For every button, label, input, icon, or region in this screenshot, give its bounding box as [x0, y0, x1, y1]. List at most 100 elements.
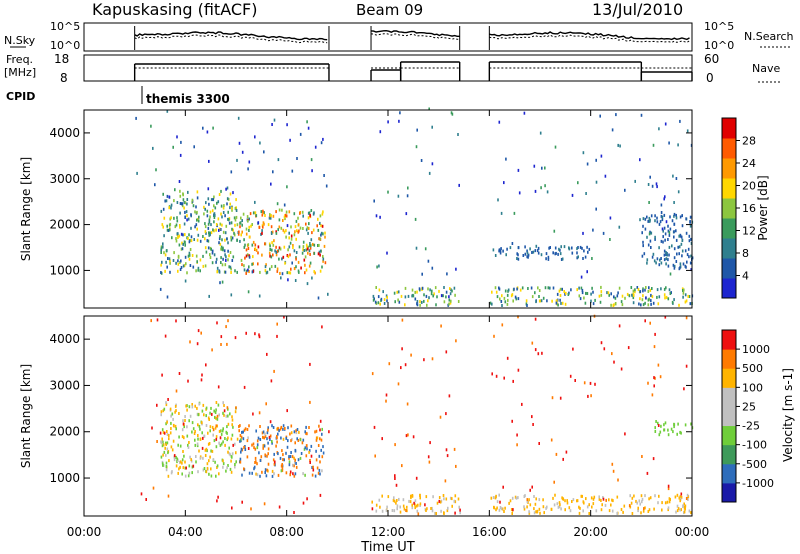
echo-cell — [231, 227, 233, 231]
echo-cell — [264, 468, 267, 472]
echo-cell — [311, 276, 313, 280]
echo-cell — [601, 503, 603, 507]
echo-cell — [448, 394, 451, 398]
echo-cell — [451, 497, 453, 501]
echo-cell — [516, 443, 518, 447]
echo-cell — [539, 511, 541, 515]
echo-cell — [557, 252, 559, 256]
echo-cell — [318, 250, 321, 254]
echo-cell — [234, 442, 236, 446]
echo-cell — [310, 158, 313, 162]
echo-cell — [235, 460, 237, 464]
echo-cell — [204, 230, 207, 234]
echo-cell — [222, 257, 224, 261]
echo-cell — [228, 254, 230, 258]
echo-cell — [216, 414, 219, 418]
echo-cell — [318, 468, 321, 472]
echo-cell — [248, 265, 250, 269]
echo-cell — [503, 296, 506, 300]
echo-cell — [173, 199, 175, 203]
echo-cell — [252, 262, 254, 266]
echo-cell — [177, 236, 179, 239]
echo-cell — [397, 382, 400, 386]
echo-cell — [453, 286, 456, 290]
echo-cell — [655, 261, 657, 265]
echo-cell — [287, 426, 289, 430]
echo-cell — [239, 460, 242, 464]
nsky-trace — [134, 31, 328, 41]
echo-cell — [592, 228, 594, 232]
echo-cell — [286, 185, 288, 189]
echo-cell — [501, 507, 504, 511]
echo-cell — [654, 214, 656, 218]
echo-cell — [197, 219, 200, 223]
echo-cell — [231, 452, 234, 456]
echo-cell — [173, 216, 175, 220]
echo-cell — [310, 209, 313, 212]
echo-cell — [528, 498, 530, 502]
echo-cell — [173, 251, 175, 255]
echo-cell — [179, 460, 181, 464]
echo-cell — [306, 226, 309, 230]
echo-cell — [641, 497, 644, 501]
echo-cell — [268, 435, 271, 439]
echo-cell — [196, 227, 198, 231]
echo-cell — [319, 237, 321, 241]
echo-cell — [182, 198, 185, 202]
echo-cell — [252, 211, 255, 215]
echo-cell — [208, 159, 210, 163]
echo-cell — [207, 246, 210, 250]
echo-cell — [170, 445, 173, 449]
echo-cell — [413, 501, 415, 505]
echo-cell — [214, 460, 216, 464]
echo-cell — [206, 214, 209, 218]
echo-cell — [203, 205, 205, 209]
echo-cell — [166, 224, 168, 228]
echo-cell — [321, 212, 324, 216]
echo-cell — [166, 420, 168, 424]
echo-cell — [653, 376, 655, 380]
echo-cell — [527, 287, 529, 290]
echo-cell — [554, 493, 556, 497]
echo-cell — [646, 471, 649, 475]
echo-cell — [210, 406, 212, 410]
echo-cell — [251, 243, 254, 247]
echo-cell — [162, 440, 164, 444]
echo-cell — [208, 220, 211, 224]
echo-cell — [236, 437, 239, 441]
echo-cell — [673, 201, 675, 204]
echo-cell — [275, 444, 277, 448]
echo-cell — [316, 466, 319, 470]
echo-cell — [645, 286, 647, 289]
echo-cell — [215, 260, 217, 264]
echo-cell — [205, 447, 208, 451]
echo-cell — [310, 238, 313, 242]
echo-cell — [523, 111, 526, 115]
echo-cell — [163, 234, 165, 238]
echo-cell — [209, 210, 212, 214]
echo-cell — [428, 171, 431, 175]
echo-cell — [238, 141, 241, 145]
echo-cell — [232, 443, 234, 447]
echo-cell — [553, 503, 556, 507]
x-tick-label: 04:00 — [168, 525, 203, 539]
echo-cell — [414, 297, 417, 301]
echo-cell — [443, 286, 445, 289]
echo-cell — [593, 495, 596, 499]
echo-cell — [587, 394, 589, 398]
echo-cell — [685, 316, 688, 320]
echo-cell — [183, 222, 186, 226]
echo-cell — [320, 233, 322, 237]
echo-cell — [507, 288, 510, 292]
echo-cell — [545, 506, 547, 510]
echo-cell — [196, 190, 199, 194]
echo-cell — [684, 504, 687, 508]
echo-cell — [673, 222, 676, 226]
echo-cell — [218, 270, 221, 274]
echo-cell — [290, 424, 293, 428]
echo-cell — [439, 500, 442, 504]
echo-cell — [244, 256, 246, 260]
echo-cell — [652, 143, 655, 147]
echo-cell — [408, 499, 410, 503]
